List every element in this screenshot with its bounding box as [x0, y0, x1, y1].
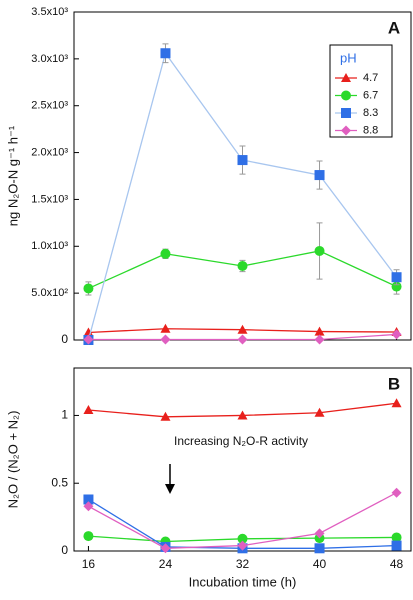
y-tick-label: 2.5x10³	[31, 100, 68, 112]
data-point	[83, 327, 94, 337]
data-point	[391, 487, 402, 498]
data-point	[160, 334, 171, 345]
data-point	[314, 528, 325, 539]
data-point	[314, 334, 325, 345]
data-point	[83, 494, 94, 505]
y-tick-label: 5.0x10²	[31, 287, 68, 299]
y-axis-label: ng N₂O-N g⁻¹ h⁻¹	[5, 125, 20, 226]
legend-marker	[341, 125, 351, 136]
legend-label: 8.8	[363, 124, 378, 136]
data-point	[160, 48, 171, 59]
data-point	[237, 533, 248, 544]
y-tick-label: 0	[61, 543, 68, 557]
data-point	[314, 170, 325, 181]
x-tick-label: 40	[313, 557, 327, 571]
plot-frame	[73, 367, 412, 552]
arrow-head	[165, 484, 175, 494]
legend-label: 8.3	[363, 107, 378, 119]
x-tick-label: 16	[82, 557, 96, 571]
y-tick-label: 0.5	[51, 475, 68, 489]
y-tick-label: 2.0x10³	[31, 146, 68, 158]
data-point	[83, 531, 94, 542]
data-point	[237, 260, 248, 271]
panel-label: B	[388, 374, 400, 393]
data-point	[391, 540, 402, 551]
y-axis-label: N₂O / (N₂O + N₂)	[5, 411, 20, 509]
y-tick-label: 1	[61, 408, 68, 422]
legend-label: 4.7	[363, 72, 378, 84]
panel-label: A	[388, 18, 400, 37]
data-point	[83, 283, 94, 294]
data-point	[160, 411, 171, 421]
data-point	[237, 540, 248, 551]
y-tick-label: 3.5x10³	[31, 6, 68, 18]
y-tick-label: 3.0x10³	[31, 53, 68, 65]
legend-marker	[341, 90, 351, 101]
legend-marker	[341, 73, 351, 82]
legend-box	[329, 44, 393, 138]
data-point	[237, 410, 248, 420]
y-tick-label: 1.0x10³	[31, 240, 68, 252]
y-tick-label: 0	[61, 332, 68, 346]
data-point	[314, 326, 325, 336]
x-tick-label: 24	[159, 557, 173, 571]
data-point	[83, 405, 94, 415]
data-point	[237, 334, 248, 345]
data-point	[237, 155, 248, 166]
data-point	[160, 323, 171, 333]
data-point	[314, 407, 325, 417]
data-point	[83, 501, 94, 512]
data-point	[314, 245, 325, 256]
x-tick-label: 32	[236, 557, 250, 571]
data-point	[391, 329, 402, 340]
x-axis-label: Incubation time (h)	[189, 574, 297, 589]
data-point	[391, 272, 402, 283]
annotation: Increasing N₂O-R activity	[174, 434, 308, 448]
legend-label: 6.7	[363, 89, 378, 101]
legend-title: pH	[340, 50, 357, 65]
x-tick-label: 48	[390, 557, 404, 571]
data-point	[237, 324, 248, 334]
legend-marker	[341, 108, 351, 118]
data-point	[314, 543, 325, 554]
data-point	[160, 543, 171, 554]
data-point	[391, 532, 402, 543]
data-point	[391, 398, 402, 408]
data-point	[83, 334, 94, 345]
y-tick-label: 1.5x10³	[31, 193, 68, 205]
data-point	[160, 248, 171, 259]
data-point	[391, 281, 402, 292]
